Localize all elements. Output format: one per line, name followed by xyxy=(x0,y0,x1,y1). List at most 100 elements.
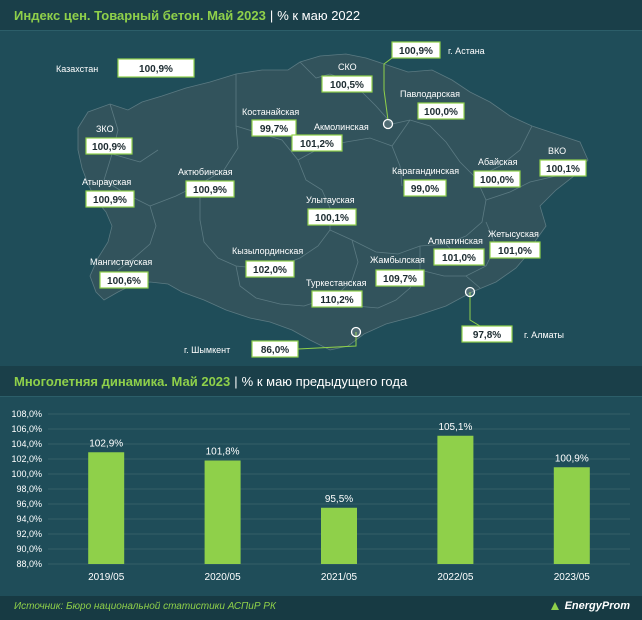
astana-marker xyxy=(382,118,394,130)
region-value-akmola: 101,2% xyxy=(300,139,334,150)
national-value: Казахстан 100,9% xyxy=(56,58,195,78)
chart-grid xyxy=(48,413,630,565)
y-tick-label: 108,0% xyxy=(11,409,42,419)
region-value-abay: 100,0% xyxy=(480,175,514,186)
region-value-box-atyrau xyxy=(85,190,135,208)
x-category-label: 2022/05 xyxy=(437,572,474,583)
region-name-akmola: Акмолинская xyxy=(314,122,369,132)
region-name-abay: Абайская xyxy=(478,157,518,167)
y-tick-label: 100,0% xyxy=(11,469,42,479)
y-axis-ticks: 88,0% 90,0% 92,0% 94,0% 96,0% 98,0% 100,0% 102,… xyxy=(11,409,42,569)
region-value-zhambyl: 109,7% xyxy=(383,274,417,285)
city-value-box-almaty xyxy=(461,325,513,343)
region-labels: ЗКО 100,9% Атырауская 100,9% Мангистауск… xyxy=(82,62,587,308)
region-value-box-ulytau xyxy=(307,208,357,226)
city-name-shymkent: г. Шымкент xyxy=(184,345,230,355)
region-value-vko: 100,1% xyxy=(546,164,580,175)
map-header: Индекс цен. Товарный бетон. Май 2023 |% к… xyxy=(0,0,642,31)
region-value-sko: 100,5% xyxy=(330,80,364,91)
region-value-almaty-region: 101,0% xyxy=(442,253,476,264)
region-value-aktobe: 100,9% xyxy=(193,185,227,196)
region-value-box-abay xyxy=(473,170,521,188)
y-tick-label: 106,0% xyxy=(11,424,42,434)
city-value-shymkent: 86,0% xyxy=(261,345,289,356)
region-value-zhetysu: 101,0% xyxy=(498,246,532,257)
region-value-box-vko xyxy=(539,159,587,177)
bar-chart: 88,0% 90,0% 92,0% 94,0% 96,0% 98,0% 100,0% 102,… xyxy=(11,409,630,583)
region-name-zhetysu: Жетысуская xyxy=(488,229,539,239)
region-name-mangistau: Мангистауская xyxy=(90,257,152,267)
y-tick-label: 98,0% xyxy=(16,484,42,494)
bar xyxy=(553,467,590,564)
map-title: Индекс цен. Товарный бетон. Май 2023 xyxy=(14,8,266,23)
chart-header: Многолетняя динамика. Май 2023 |% к маю п… xyxy=(0,366,642,397)
x-axis-categories: 2019/05 2020/05 2021/05 2022/05 2023/05 xyxy=(88,572,590,583)
source-note: Источник: Бюро национальной статистики А… xyxy=(14,601,276,612)
national-value-text: 100,9% xyxy=(139,64,173,75)
y-tick-label: 94,0% xyxy=(16,514,42,524)
region-value-box-zko xyxy=(85,137,133,155)
national-label: Казахстан xyxy=(56,64,98,74)
region-value-box-kyzylorda xyxy=(245,260,295,278)
x-category-label: 2023/05 xyxy=(554,572,591,583)
region-name-zhambyl: Жамбылская xyxy=(370,255,425,265)
region-value-pavlodar: 100,0% xyxy=(424,107,458,118)
region-value-kostanay: 99,7% xyxy=(260,124,288,135)
region-name-aktobe: Актюбинская xyxy=(178,167,233,177)
y-tick-label: 96,0% xyxy=(16,499,42,509)
y-tick-label: 102,0% xyxy=(11,454,42,464)
region-value-box-sko xyxy=(321,75,373,93)
region-value-box-karaganda xyxy=(403,179,447,197)
kazakhstan-map: Казахстан 100,9% ЗКО 100,9% Атырауская 1… xyxy=(56,41,589,358)
chart-title: Многолетняя динамика. Май 2023 xyxy=(14,374,231,389)
region-value-box-almaty-region xyxy=(433,248,485,266)
region-value-atyrau: 100,9% xyxy=(93,195,127,206)
region-name-pavlodar: Павлодарская xyxy=(400,89,460,99)
bar-value-label: 101,8% xyxy=(206,447,240,458)
city-value-box-astana xyxy=(391,41,441,59)
region-name-zko: ЗКО xyxy=(96,124,114,134)
region-value-mangistau: 100,6% xyxy=(107,276,141,287)
national-value-box xyxy=(117,58,195,78)
city-name-almaty: г. Алматы xyxy=(524,330,564,340)
city-name-astana: г. Астана xyxy=(448,46,485,56)
region-value-ulytau: 100,1% xyxy=(315,213,349,224)
brand-name: EnergyProm xyxy=(564,600,630,612)
region-value-box-akmola xyxy=(291,134,343,152)
bar-value-label: 100,9% xyxy=(555,453,589,464)
map-callouts xyxy=(297,57,481,350)
region-value-box-turkestan xyxy=(311,290,363,308)
city-value-astana: 100,9% xyxy=(399,46,433,57)
region-name-kyzylorda: Кызылординская xyxy=(232,246,303,256)
map-subtitle: % к маю 2022 xyxy=(277,8,361,23)
region-name-turkestan: Туркестанская xyxy=(306,278,367,288)
y-tick-label: 104,0% xyxy=(11,439,42,449)
y-tick-label: 90,0% xyxy=(16,544,42,554)
city-value-almaty: 97,8% xyxy=(473,330,501,341)
region-value-box-zhetysu xyxy=(489,241,541,259)
y-tick-label: 92,0% xyxy=(16,529,42,539)
chart-title-separator: | xyxy=(234,374,238,389)
energyprom-logo-icon xyxy=(550,602,559,610)
region-name-almaty-region: Алматинская xyxy=(428,236,483,246)
region-value-box-zhambyl xyxy=(375,269,425,287)
region-name-atyrau: Атырауская xyxy=(82,177,131,187)
bar-value-label: 102,9% xyxy=(89,438,123,449)
chart-subtitle: % к маю предыдущего года xyxy=(241,374,408,389)
bar-value-label: 95,5% xyxy=(325,494,353,505)
city-labels: 100,9% г. Астана 97,8% г. Алматы г. Шымк… xyxy=(184,41,564,358)
bar-value-label: 105,1% xyxy=(438,422,472,433)
shymkent-marker xyxy=(350,326,362,338)
footer: Источник: Бюро национальной статистики А… xyxy=(0,596,642,620)
region-value-box-pavlodar xyxy=(417,102,465,120)
x-category-label: 2019/05 xyxy=(88,572,125,583)
brand-logo: EnergyProm xyxy=(549,600,630,612)
callout-line-almaty xyxy=(469,292,481,327)
map-title-separator: | xyxy=(269,8,274,23)
region-value-turkestan: 110,2% xyxy=(320,295,353,306)
bar xyxy=(437,435,474,564)
region-name-sko: СКО xyxy=(338,62,357,72)
data-labels: 102,9% 101,8% 95,5% 105,1% 100,9% xyxy=(89,422,589,505)
bar xyxy=(204,460,241,564)
